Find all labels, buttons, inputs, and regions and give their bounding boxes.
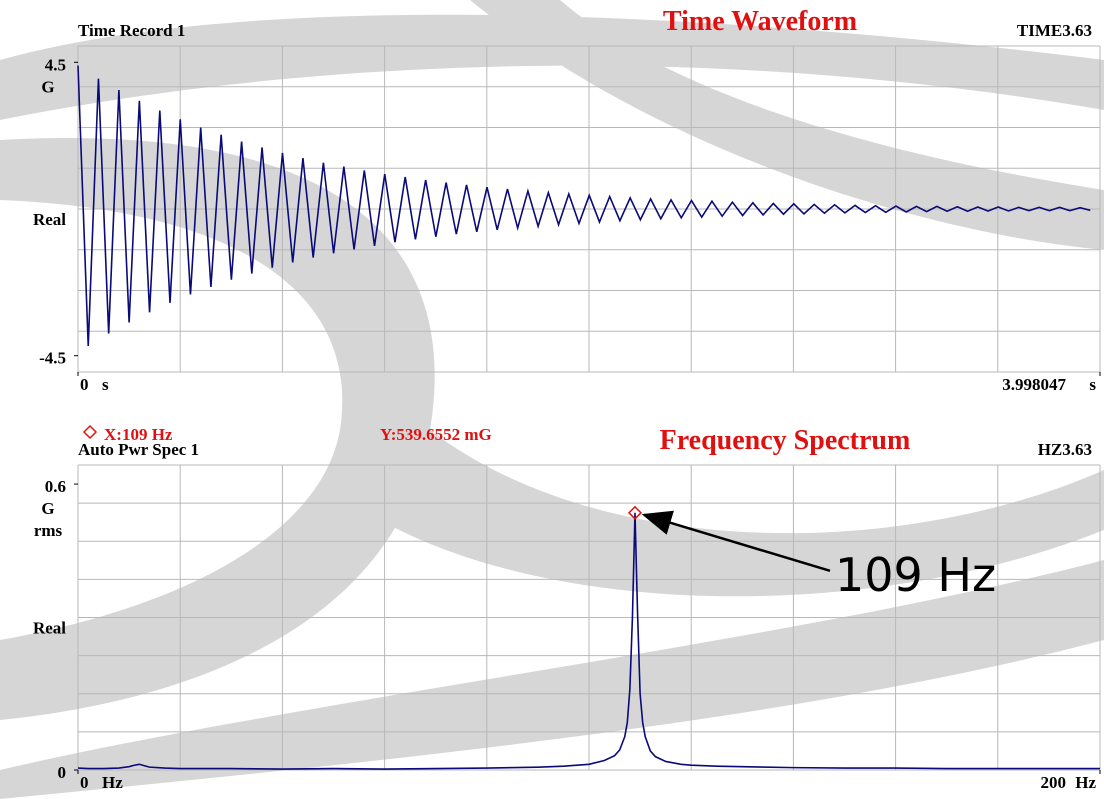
annotation: 109 Hz bbox=[835, 548, 996, 602]
cursor-x: X:109 Hz bbox=[104, 425, 173, 444]
charts: Time Waveform Time Record 1 TIME3.63 -4.5 4.… bbox=[33, 6, 1101, 792]
id-label: HZ3.63 bbox=[1038, 440, 1092, 459]
y-tick-label: 0 bbox=[58, 763, 67, 782]
record-label: Time Record 1 bbox=[78, 21, 185, 40]
y-tick-label: 4.5 bbox=[45, 55, 66, 74]
chart-title: Time Waveform bbox=[663, 6, 857, 37]
y-unit: rms bbox=[34, 521, 63, 540]
y-tick-label: -4.5 bbox=[39, 349, 66, 368]
cursor-icon bbox=[82, 424, 98, 440]
chart-title: Frequency Spectrum bbox=[660, 425, 911, 456]
y-axis-label: Real bbox=[33, 619, 66, 638]
data-line bbox=[77, 65, 1091, 346]
data-line bbox=[77, 512, 1100, 770]
x-unit: Hz bbox=[102, 773, 123, 792]
y-tick-label: 0.6 bbox=[45, 477, 66, 496]
x-tick-label: 200 bbox=[1041, 773, 1067, 792]
x-unit: s bbox=[102, 375, 109, 394]
cursor-marker bbox=[627, 505, 643, 520]
y-unit: G bbox=[41, 77, 54, 96]
y-unit: G bbox=[41, 499, 54, 518]
record-label: Auto Pwr Spec 1 bbox=[78, 440, 199, 459]
x-tick-label: 0 bbox=[80, 773, 89, 792]
y-axis-label: Real bbox=[33, 210, 66, 229]
cursor-y: Y:539.6552 mG bbox=[380, 425, 492, 444]
x-unit: Hz bbox=[1075, 773, 1096, 792]
x-unit: s bbox=[1089, 375, 1096, 394]
x-tick-label: 3.998047 bbox=[1002, 375, 1066, 394]
x-tick-label: 0 bbox=[80, 375, 89, 394]
annotation-arrow bbox=[641, 510, 831, 573]
id-label: TIME3.63 bbox=[1017, 21, 1092, 40]
